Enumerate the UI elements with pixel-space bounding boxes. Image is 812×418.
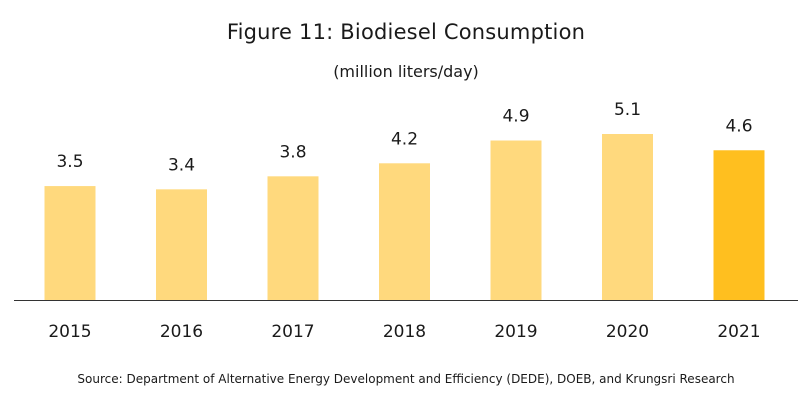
x-tick-label-2018: 2018 <box>383 322 426 342</box>
bar-2019 <box>490 140 542 300</box>
x-tick-label-2016: 2016 <box>160 322 203 342</box>
value-label-2016: 3.4 <box>168 155 195 175</box>
value-label-2018: 4.2 <box>391 129 418 149</box>
bar-2018 <box>379 163 430 300</box>
x-tick-label-2015: 2015 <box>48 322 91 342</box>
bar-chart: 3.5 2015 3.4 2016 3.8 2017 4.2 2018 4.9 2019 5.1 20… <box>14 100 798 342</box>
x-tick-label-2019: 2019 <box>494 322 537 342</box>
value-label-2021: 4.6 <box>725 116 752 136</box>
x-tick-label-2017: 2017 <box>271 322 314 342</box>
value-label-2019: 4.9 <box>502 107 529 127</box>
bar-2020 <box>602 134 653 300</box>
x-tick-label-2020: 2020 <box>606 322 649 342</box>
source-note: Source: Department of Alternative Energy… <box>77 372 735 386</box>
value-label-2020: 5.1 <box>614 100 641 120</box>
bar-2021 <box>713 150 765 300</box>
bar-2017 <box>267 176 319 300</box>
value-label-2017: 3.8 <box>279 142 306 162</box>
chart-title: Figure 11: Biodiesel Consumption <box>226 20 586 44</box>
x-tick-label-2021: 2021 <box>717 322 760 342</box>
bar-2015 <box>44 186 96 300</box>
chart-subtitle: (million liters/day) <box>333 62 479 81</box>
bar-2016 <box>156 189 207 300</box>
value-label-2015: 3.5 <box>56 152 83 172</box>
